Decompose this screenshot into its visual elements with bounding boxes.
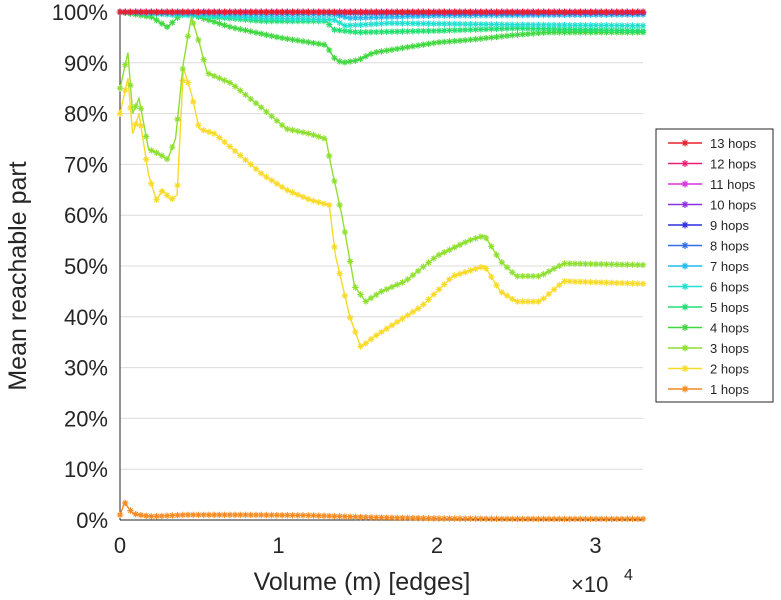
legend-marker <box>681 221 689 229</box>
series-markers-3-hops <box>116 19 647 305</box>
series-markers-13-hops <box>116 8 647 16</box>
tick-labels: 0% 10% 20% 30% 40% 50% 60% 70% 80% 90% 100% 0 1 2 3 <box>52 0 602 558</box>
series-line-3-hops <box>119 16 644 303</box>
legend-label: 1 hops <box>710 382 750 397</box>
y-tick-label: 60% <box>64 203 108 228</box>
legend-marker <box>681 201 689 208</box>
legend-label: 10 hops <box>710 198 757 213</box>
y-tick-label: 0% <box>76 508 108 533</box>
x-tick-label: 1 <box>272 533 284 558</box>
legend-label: 8 hops <box>710 239 750 254</box>
legend-marker <box>681 160 689 167</box>
y-tick-label: 80% <box>64 102 108 127</box>
legend-label: 2 hops <box>710 362 750 377</box>
y-tick-label: 90% <box>64 51 108 76</box>
x-tick-label: 3 <box>589 533 601 558</box>
legend-label: 5 hops <box>710 300 750 315</box>
y-axis-title: Mean reachable part <box>4 161 32 390</box>
legend-label: 11 hops <box>710 177 756 192</box>
y-tick-label: 30% <box>64 356 108 381</box>
legend-marker <box>681 139 689 147</box>
legend-marker <box>681 385 689 393</box>
legend-marker <box>681 344 689 352</box>
y-tick-label: 10% <box>64 457 108 482</box>
y-tick-label: 100% <box>52 0 108 25</box>
data-series <box>116 8 647 523</box>
x-tick-label: 2 <box>431 533 443 558</box>
legend-marker <box>681 365 689 372</box>
legend-label: 7 hops <box>710 259 750 274</box>
series-line-2-hops <box>119 67 644 349</box>
y-tick-label: 70% <box>64 152 108 177</box>
legend-label: 9 hops <box>710 218 750 233</box>
grid <box>120 11 643 470</box>
legend-marker <box>681 242 689 249</box>
x-tick-label: 0 <box>114 533 126 558</box>
x-axis-title: Volume (m) [edges] <box>254 568 471 596</box>
x-multiplier-exponent: 4 <box>624 567 633 584</box>
legend-marker <box>681 324 689 331</box>
series-markers-2-hops <box>116 77 647 350</box>
series-markers-1-hops <box>116 499 647 523</box>
x-multiplier-label: ×10 <box>571 572 608 597</box>
legend-marker <box>681 303 689 311</box>
legend-marker <box>681 262 689 270</box>
legend-label: 12 hops <box>710 157 757 172</box>
legend-marker <box>681 180 689 188</box>
legend-label: 4 hops <box>710 321 750 336</box>
legend: 13 hops 12 hops 11 hops 10 hops 9 hops 8 hops… <box>655 128 774 403</box>
legend-label: 3 hops <box>710 341 750 356</box>
y-tick-label: 40% <box>64 305 108 330</box>
legend-marker <box>681 283 689 290</box>
legend-label: 13 hops <box>710 136 757 151</box>
y-tick-label: 20% <box>64 406 108 431</box>
legend-label: 6 hops <box>710 280 750 295</box>
y-tick-label: 50% <box>64 254 108 279</box>
